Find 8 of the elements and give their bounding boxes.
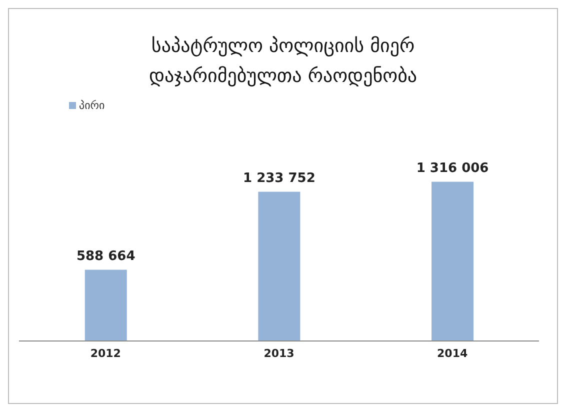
x-tick-label: 2014 <box>437 346 468 360</box>
data-label: 1 316 006 <box>416 160 489 176</box>
chart-title: საპატრულო პოლიციის მიერ დაჯარიმებულთა რაოდენობა <box>148 34 418 89</box>
x-tick-label: 2013 <box>264 346 294 360</box>
legend-label: პირი <box>78 99 105 112</box>
data-label: 588 664 <box>76 248 136 264</box>
data-label: 1 233 752 <box>243 170 316 186</box>
x-tick-label: 2012 <box>90 346 121 360</box>
